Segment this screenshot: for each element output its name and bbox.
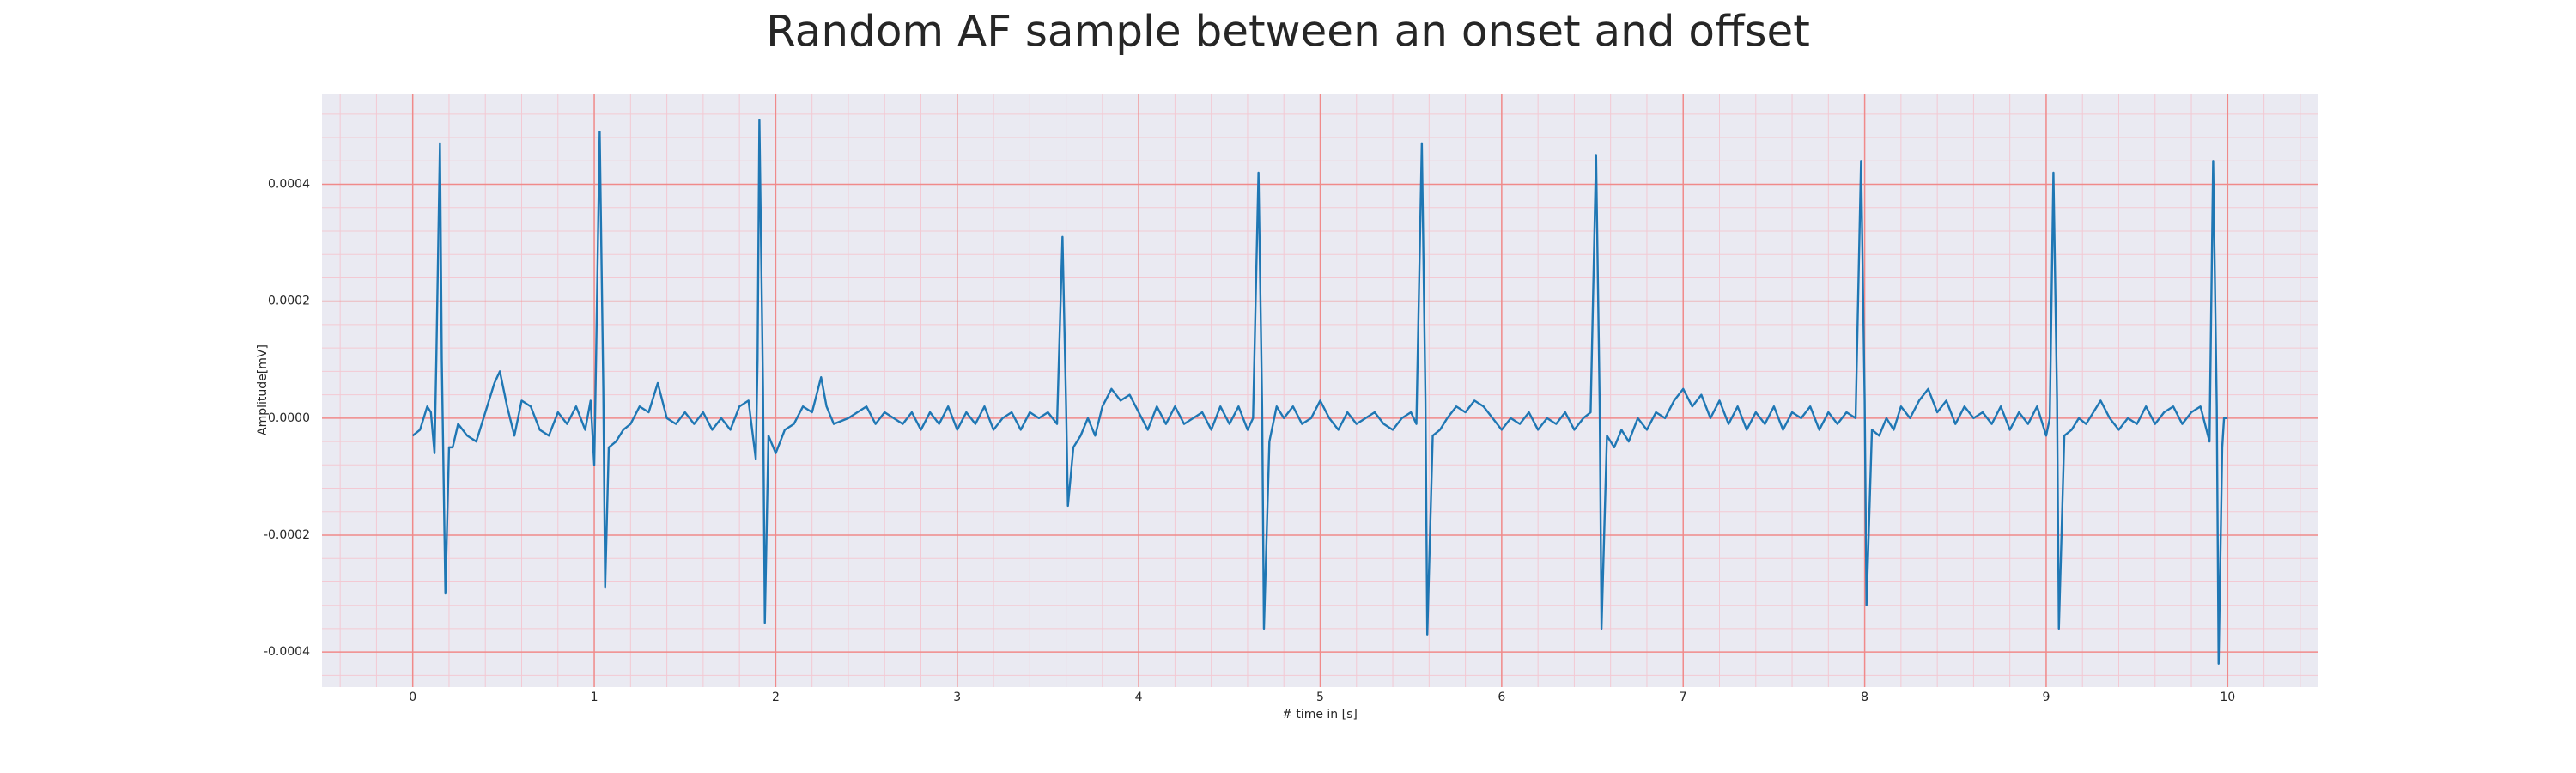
x-tick-label: 1 [591, 691, 598, 704]
x-axis-label: # time in [s] [1282, 708, 1358, 721]
y-tick-label: -0.0002 [264, 528, 310, 542]
y-axis-label: Amplitude[mV] [256, 344, 270, 435]
y-tick-label: 0.0002 [268, 295, 310, 308]
x-tick-label: 10 [2220, 691, 2235, 704]
x-tick-label: 3 [953, 691, 961, 704]
x-tick-label: 0 [409, 691, 416, 704]
x-tick-label: 7 [1680, 691, 1687, 704]
chart-title: Random AF sample between an onset and of… [766, 7, 1810, 57]
x-tick-label: 8 [1861, 691, 1868, 704]
x-tick-label: 6 [1498, 691, 1505, 704]
ecg-line [411, 119, 2228, 665]
x-tick-label: 4 [1135, 691, 1143, 704]
x-tick-label: 2 [772, 691, 780, 704]
y-tick-label: 0.0000 [268, 411, 310, 425]
y-tick-label: -0.0004 [264, 645, 310, 659]
x-tick-label: 5 [1316, 691, 1324, 704]
x-tick-label: 9 [2042, 691, 2050, 704]
y-tick-label: 0.0004 [268, 178, 310, 192]
